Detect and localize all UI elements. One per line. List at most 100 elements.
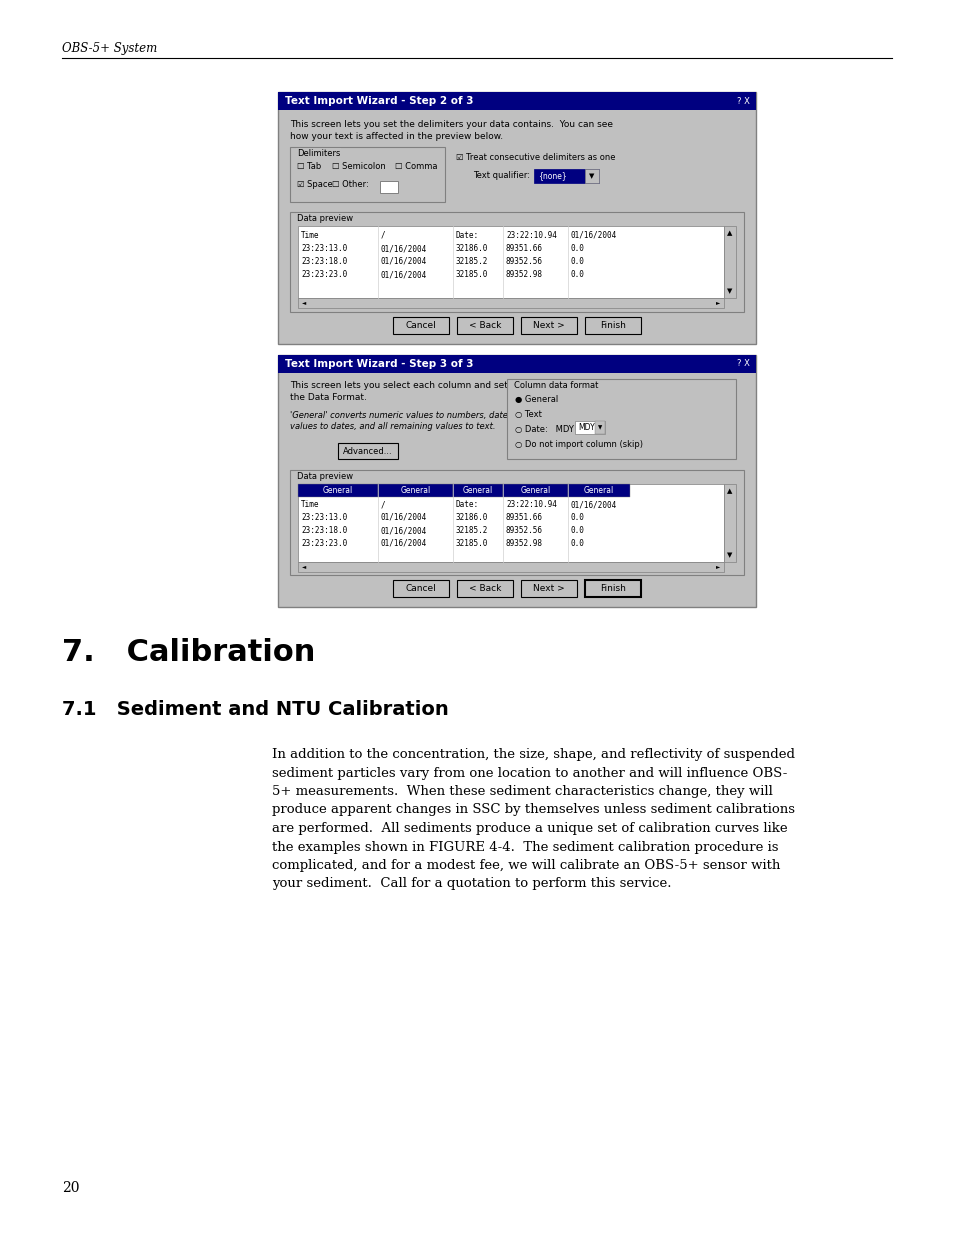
Text: values to dates, and all remaining values to text.: values to dates, and all remaining value…	[290, 422, 495, 431]
Bar	[277, 354, 755, 606]
Text: 89352.98: 89352.98	[505, 270, 542, 279]
Text: General: General	[462, 487, 493, 495]
Text: 32185.2: 32185.2	[456, 526, 488, 535]
Text: 7.   Calibration: 7. Calibration	[62, 638, 315, 667]
Text: Cancel: Cancel	[405, 584, 436, 593]
Bar	[337, 443, 397, 459]
Text: ►: ►	[715, 564, 720, 569]
Text: 23:23:18.0: 23:23:18.0	[301, 526, 347, 535]
Bar	[502, 484, 567, 496]
Text: 23:22:10.94: 23:22:10.94	[505, 231, 557, 240]
Bar	[506, 379, 735, 459]
Text: ? X: ? X	[737, 359, 749, 368]
Text: Data preview: Data preview	[296, 214, 353, 224]
Text: ☐ Tab: ☐ Tab	[296, 162, 321, 170]
Bar	[453, 484, 502, 496]
Text: < Back: < Back	[468, 584, 500, 593]
Bar	[723, 484, 735, 562]
Text: 23:23:13.0: 23:23:13.0	[301, 245, 347, 253]
Text: 0.0: 0.0	[571, 513, 584, 522]
Text: your sediment.  Call for a quotation to perform this service.: your sediment. Call for a quotation to p…	[272, 878, 671, 890]
Text: ● General: ● General	[515, 395, 558, 404]
Text: 89351.66: 89351.66	[505, 513, 542, 522]
Bar	[379, 182, 397, 193]
Text: ▼: ▼	[589, 173, 594, 179]
Text: 23:23:23.0: 23:23:23.0	[301, 538, 347, 548]
Bar	[297, 226, 723, 298]
Text: ☐ Semicolon: ☐ Semicolon	[332, 162, 385, 170]
Bar	[277, 91, 755, 345]
Bar	[567, 484, 629, 496]
Bar	[584, 169, 598, 183]
Text: ◄: ◄	[302, 300, 306, 305]
Text: 01/16/2004: 01/16/2004	[380, 245, 427, 253]
Text: 01/16/2004: 01/16/2004	[380, 526, 427, 535]
Text: ☐ Comma: ☐ Comma	[395, 162, 437, 170]
Text: Next >: Next >	[533, 321, 564, 330]
Text: produce apparent changes in SSC by themselves unless sediment calibrations: produce apparent changes in SSC by thems…	[272, 804, 794, 816]
Bar	[456, 317, 513, 333]
Text: 0.0: 0.0	[571, 526, 584, 535]
Text: ☐ Other:: ☐ Other:	[332, 180, 369, 189]
Bar	[290, 212, 743, 312]
Text: < Back: < Back	[468, 321, 500, 330]
Text: 5+ measurements.  When these sediment characteristics change, they will: 5+ measurements. When these sediment cha…	[272, 785, 772, 798]
Bar	[723, 226, 735, 298]
Text: ○ Date:   MDY: ○ Date: MDY	[515, 425, 574, 433]
Text: {none}: {none}	[537, 172, 566, 180]
Text: 89352.56: 89352.56	[505, 257, 542, 266]
Text: ☑ Treat consecutive delimiters as one: ☑ Treat consecutive delimiters as one	[456, 153, 615, 162]
Text: 20: 20	[62, 1181, 79, 1195]
Text: 23:22:10.94: 23:22:10.94	[505, 500, 557, 509]
Text: how your text is affected in the preview below.: how your text is affected in the preview…	[290, 132, 502, 141]
Bar	[520, 317, 577, 333]
Text: 01/16/2004: 01/16/2004	[571, 500, 617, 509]
Text: Time: Time	[301, 500, 319, 509]
Text: ▼: ▼	[726, 288, 732, 294]
Text: Cancel: Cancel	[405, 321, 436, 330]
Text: Next >: Next >	[533, 584, 564, 593]
Bar	[534, 169, 598, 183]
Bar	[290, 471, 743, 576]
Text: General: General	[400, 487, 430, 495]
Text: 0.0: 0.0	[571, 270, 584, 279]
Text: 0.0: 0.0	[571, 257, 584, 266]
Text: MDY: MDY	[578, 424, 594, 432]
Bar	[456, 580, 513, 597]
Text: are performed.  All sediments produce a unique set of calibration curves like: are performed. All sediments produce a u…	[272, 823, 787, 835]
Text: ◄: ◄	[302, 564, 306, 569]
Bar	[290, 147, 444, 203]
Text: Advanced...: Advanced...	[343, 447, 393, 456]
Text: 0.0: 0.0	[571, 538, 584, 548]
Text: 23:23:18.0: 23:23:18.0	[301, 257, 347, 266]
Text: 01/16/2004: 01/16/2004	[380, 538, 427, 548]
Text: Text Import Wizard - Step 3 of 3: Text Import Wizard - Step 3 of 3	[285, 359, 473, 369]
Text: ▲: ▲	[726, 488, 732, 494]
Text: Date:: Date:	[456, 231, 478, 240]
Text: 01/16/2004: 01/16/2004	[380, 257, 427, 266]
Text: 89352.56: 89352.56	[505, 526, 542, 535]
Text: ○ Text: ○ Text	[515, 410, 541, 419]
Text: complicated, and for a modest fee, we will calibrate an OBS-5+ sensor with: complicated, and for a modest fee, we wi…	[272, 860, 780, 872]
Text: ►: ►	[715, 300, 720, 305]
Text: 89351.66: 89351.66	[505, 245, 542, 253]
Text: 0.0: 0.0	[571, 245, 584, 253]
Text: /: /	[380, 500, 385, 509]
Text: Column data format: Column data format	[514, 382, 598, 390]
Text: General: General	[583, 487, 614, 495]
Bar	[297, 484, 723, 562]
Bar	[297, 484, 377, 496]
Text: 32185.0: 32185.0	[456, 270, 488, 279]
Text: In addition to the concentration, the size, shape, and reflectivity of suspended: In addition to the concentration, the si…	[272, 748, 794, 761]
Text: Finish: Finish	[599, 584, 625, 593]
Text: ▼: ▼	[726, 552, 732, 558]
Text: 23:23:23.0: 23:23:23.0	[301, 270, 347, 279]
Text: 01/16/2004: 01/16/2004	[380, 513, 427, 522]
Text: the examples shown in FIGURE 4-4.  The sediment calibration procedure is: the examples shown in FIGURE 4-4. The se…	[272, 841, 778, 853]
Text: General: General	[322, 487, 353, 495]
Bar	[584, 580, 640, 597]
Bar	[575, 421, 604, 433]
Text: Finish: Finish	[599, 321, 625, 330]
Bar	[520, 580, 577, 597]
Bar	[595, 421, 604, 433]
